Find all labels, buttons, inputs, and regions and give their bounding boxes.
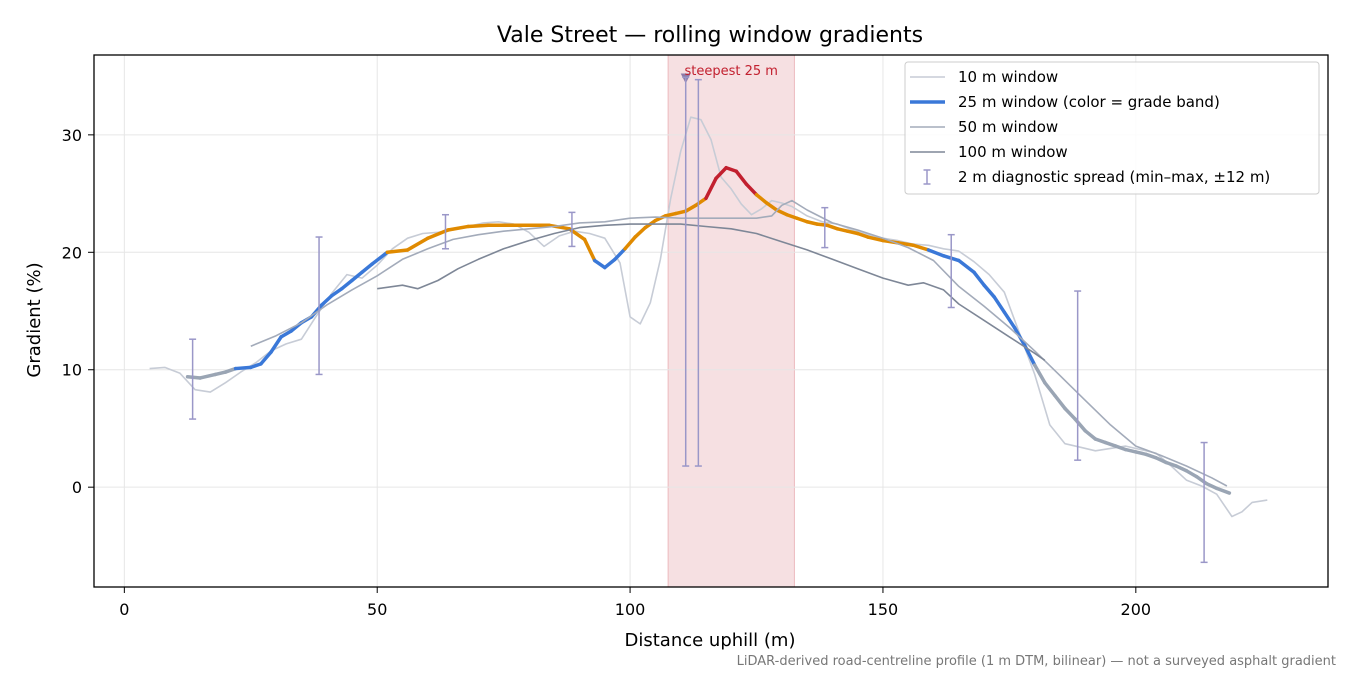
series-25m-segment <box>744 182 759 197</box>
series-25m-segment <box>694 196 708 208</box>
x-tick-label: 200 <box>1121 600 1152 619</box>
series-25m-segment <box>704 176 718 201</box>
y-tick-label: 10 <box>62 361 82 380</box>
legend-label: 25 m window (color = grade band) <box>958 93 1220 111</box>
series-25m-segment <box>795 216 809 224</box>
series-25m-segment <box>1154 456 1168 465</box>
steepest-annotation: steepest 25 m <box>684 64 777 79</box>
footnote: LiDAR-derived road-centreline profile (1… <box>737 654 1336 669</box>
series-25m-segment <box>1184 468 1199 479</box>
x-axis: 0 50 100 150 200 <box>119 587 1151 619</box>
series-25m-segment <box>982 283 996 299</box>
plot-frame <box>93 54 1329 588</box>
legend-label: 100 m window <box>958 143 1068 161</box>
series-25m-segment <box>1103 440 1118 448</box>
series-25m-segment <box>911 243 931 252</box>
series-25m-segment <box>370 250 390 266</box>
x-tick-label: 50 <box>367 600 387 619</box>
series-25m-segment <box>582 237 597 263</box>
series-25m-segment <box>198 372 218 380</box>
series-25m-segment <box>785 212 799 220</box>
series-25m-segment <box>329 286 344 298</box>
series-25m-segment <box>896 241 916 248</box>
series-line-0 <box>149 116 1268 518</box>
error-bars <box>189 76 1208 564</box>
series-25m-segment <box>734 169 749 186</box>
series-25m-segment <box>269 335 283 354</box>
series-25m-segment <box>623 235 637 251</box>
series-25m-segment <box>249 362 263 370</box>
y-tick-label: 0 <box>72 478 82 497</box>
highlight-band <box>667 54 795 588</box>
series-25m-segment <box>360 262 374 275</box>
series-25m-segment <box>385 248 410 255</box>
series-25m-segment <box>926 248 946 258</box>
y-axis-label: Gradient (%) <box>24 262 45 377</box>
series-25m-segment <box>466 223 491 229</box>
series-25m-segment <box>350 270 364 283</box>
series-25m-segment <box>1032 363 1047 385</box>
series-25m-segment <box>603 257 617 270</box>
legend-box <box>904 61 1320 195</box>
series-25m-segment <box>1043 380 1057 398</box>
series-25m-segment <box>279 329 293 339</box>
chart-title: Vale Street — rolling window gradients <box>497 23 923 48</box>
series-25m-segment <box>1214 486 1232 495</box>
series-25m-segment <box>1093 437 1108 445</box>
series-25m-segment <box>1164 460 1179 468</box>
plot-border <box>93 54 1329 588</box>
series-25m-segment <box>446 224 470 232</box>
series-25m-segment <box>259 350 273 366</box>
x-tick-label: 100 <box>615 600 646 619</box>
x-tick-label: 150 <box>868 600 899 619</box>
series-25m-segment <box>957 258 976 275</box>
series-25m-segment <box>633 225 648 239</box>
series-25m-segment <box>992 295 1007 314</box>
series-25m-segment <box>1194 474 1209 486</box>
series-25m-segment <box>185 375 202 380</box>
y-tick-label: 30 <box>62 126 82 145</box>
series-25m-segment <box>1063 406 1077 421</box>
series-25m-segment <box>1174 464 1189 473</box>
series-25m-segment <box>1144 452 1158 460</box>
legend-label: 10 m window <box>958 68 1058 86</box>
series-25m-segment <box>405 236 430 252</box>
series-25m-segment <box>774 208 789 217</box>
series-25m-segment <box>1002 310 1017 330</box>
series-25m-segment <box>426 228 450 240</box>
y-axis: 0 10 20 30 <box>62 126 94 497</box>
series-25m-segment <box>1113 444 1128 452</box>
series-25m-segment <box>683 203 698 213</box>
series-25m-segment <box>1053 393 1067 411</box>
series-line-2 <box>250 199 1228 487</box>
legend: 10 m window 25 m window (color = grade ba… <box>904 61 1320 195</box>
series-25m-segment <box>764 201 779 212</box>
series-25m-segment <box>972 270 986 287</box>
series-25m-segment <box>754 193 769 205</box>
series-25m-segment <box>825 223 840 231</box>
series-25m-segment <box>1083 429 1098 441</box>
series-25m-segment <box>1073 417 1087 433</box>
series-25m-segment <box>714 165 728 181</box>
series-25m-segment <box>223 366 238 374</box>
series-25m-segment <box>724 165 739 174</box>
series-25m-segment <box>855 231 870 239</box>
series-25m-segment <box>866 235 885 243</box>
series-line-3 <box>377 223 1046 361</box>
x-tick-label: 0 <box>119 600 129 619</box>
legend-label: 2 m diagnostic spread (min–max, ±12 m) <box>958 168 1270 186</box>
series-25m-segment <box>319 294 334 307</box>
series-25m-segment <box>340 278 354 291</box>
legend-label: 50 m window <box>958 118 1058 136</box>
series-25m-segment <box>592 258 607 270</box>
series-25m-segment <box>233 365 253 371</box>
series-layer <box>149 116 1268 518</box>
series-25m-segment <box>613 247 627 262</box>
y-tick-label: 20 <box>62 243 82 262</box>
x-axis-label: Distance uphill (m) <box>625 630 796 651</box>
steepest-window-highlight <box>667 54 795 588</box>
series-25m-segment <box>1204 481 1219 491</box>
